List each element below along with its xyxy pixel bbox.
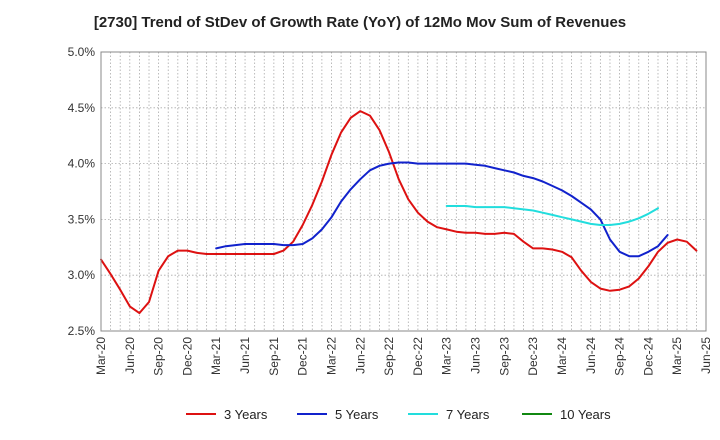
x-tick-label: Jun-20 xyxy=(123,337,137,374)
legend-label: 7 Years xyxy=(446,407,490,422)
grid-lines xyxy=(101,51,706,332)
legend-label: 3 Years xyxy=(224,407,268,422)
x-tick-label: Dec-21 xyxy=(296,337,310,376)
x-tick-label: Sep-20 xyxy=(152,337,166,376)
y-axis-ticks: 2.5% 3.0% 3.5% 4.0% 4.5% 5.0% xyxy=(68,45,96,338)
y-tick-label: 5.0% xyxy=(68,45,96,59)
series-line-3-years xyxy=(100,110,698,315)
x-tick-label: Mar-22 xyxy=(324,337,338,375)
x-tick-label: Jun-23 xyxy=(469,337,483,374)
x-tick-label: Jun-22 xyxy=(353,337,367,374)
series-line-7-years xyxy=(445,205,659,226)
series-line-5-years xyxy=(215,161,669,258)
x-tick-label: Dec-23 xyxy=(526,337,540,376)
x-tick-label: Dec-20 xyxy=(180,337,194,376)
x-tick-label: Mar-21 xyxy=(209,337,223,375)
x-tick-label: Mar-25 xyxy=(670,337,684,375)
y-tick-label: 4.5% xyxy=(68,101,96,115)
x-axis-ticks: Mar-20 Jun-20 Sep-20 Dec-20 Mar-21 Jun-21 Sep-… xyxy=(94,337,713,376)
x-tick-label: Mar-24 xyxy=(555,337,569,375)
x-tick-label: Mar-20 xyxy=(94,337,108,375)
x-tick-label: Sep-23 xyxy=(497,337,511,376)
x-tick-label: Jun-21 xyxy=(238,337,252,374)
legend-label: 5 Years xyxy=(335,407,379,422)
y-tick-label: 4.0% xyxy=(68,157,96,171)
x-tick-label: Mar-23 xyxy=(440,337,454,375)
plot-border xyxy=(100,51,707,332)
x-tick-label: Sep-21 xyxy=(267,337,281,376)
legend-label: 10 Years xyxy=(560,407,611,422)
y-tick-label: 3.0% xyxy=(68,268,96,282)
x-tick-label: Sep-24 xyxy=(613,337,627,376)
x-tick-label: Jun-24 xyxy=(584,337,598,374)
x-tick-label: Dec-22 xyxy=(411,337,425,376)
x-tick-label: Jun-25 xyxy=(699,337,713,374)
chart-title: [2730] Trend of StDev of Growth Rate (Yo… xyxy=(93,14,627,31)
y-tick-label: 3.5% xyxy=(68,212,96,226)
x-tick-label: Sep-22 xyxy=(382,337,396,376)
y-tick-label: 2.5% xyxy=(68,324,96,338)
series-lines xyxy=(100,110,698,315)
legend: 3 Years 5 Years 7 Years 10 Years xyxy=(186,407,611,422)
x-tick-label: Dec-24 xyxy=(641,337,655,376)
